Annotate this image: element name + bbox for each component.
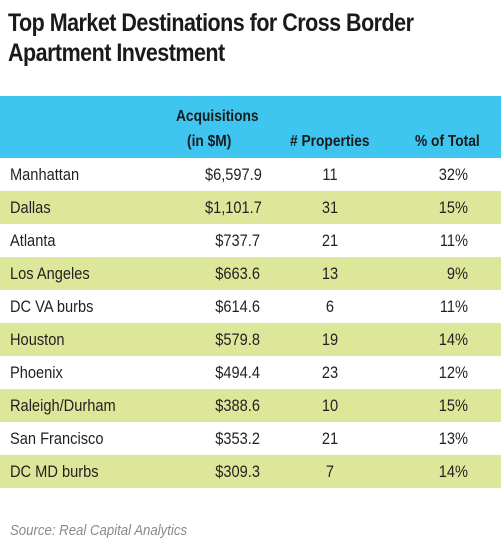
percent-cell: 15% [438,396,468,415]
header-acquisitions-unit: (in $M) [187,133,232,150]
table-row: Raleigh/Durham $388.6 10 15% [0,389,501,422]
properties-cell: 31 [321,198,339,217]
properties-cell: 13 [321,264,339,283]
acquisitions-cell: $388.6 [215,396,260,415]
table-body: Manhattan $6,597.9 11 32% Dallas $1,101.7 31 15… [0,158,501,488]
table-row: San Francisco $353.2 21 13% [0,422,501,455]
market-cell: San Francisco [10,429,104,448]
market-cell: Houston [10,330,65,349]
market-cell: Los Angeles [10,264,90,283]
acquisitions-cell: $614.6 [215,297,260,316]
chart-title: Top Market Destinations for Cross Border… [8,8,490,68]
properties-cell: 11 [322,165,338,184]
properties-cell: 21 [321,429,339,448]
acquisitions-cell: $579.8 [215,330,260,349]
header-acquisitions: Acquisitions [176,108,259,125]
table-row: Manhattan $6,597.9 11 32% [0,158,501,191]
market-cell: Dallas [10,198,51,217]
header-percent: % of Total [415,133,480,150]
market-cell: Manhattan [10,165,80,184]
table-header: Acquisitions (in $M) # Properties % of T… [0,96,501,158]
properties-cell: 10 [321,396,339,415]
table-row: DC VA burbs $614.6 6 11% [0,290,501,323]
percent-cell: 32% [438,165,468,184]
header-properties: # Properties [290,133,370,150]
percent-cell: 13% [438,429,468,448]
title-line-1: Top Market Destinations for Cross Border [8,9,414,37]
acquisitions-cell: $1,101.7 [204,198,262,217]
acquisitions-cell: $353.2 [215,429,260,448]
acquisitions-cell: $737.7 [215,231,260,250]
table-row: DC MD burbs $309.3 7 14% [0,455,501,488]
market-cell: Atlanta [10,231,56,250]
acquisitions-cell: $6,597.9 [204,165,262,184]
percent-cell: 11% [439,231,468,250]
acquisitions-cell: $309.3 [215,462,260,481]
table-row: Dallas $1,101.7 31 15% [0,191,501,224]
acquisitions-cell: $663.6 [215,264,260,283]
data-table: Acquisitions (in $M) # Properties % of T… [0,96,501,488]
acquisitions-cell: $494.4 [215,363,260,382]
percent-cell: 11% [439,297,468,316]
table-row: Los Angeles $663.6 13 9% [0,257,501,290]
table-row: Houston $579.8 19 14% [0,323,501,356]
percent-cell: 12% [438,363,468,382]
percent-cell: 14% [438,462,468,481]
properties-cell: 6 [325,297,335,316]
source-note: Source: Real Capital Analytics [10,522,188,539]
properties-cell: 7 [325,462,335,481]
properties-cell: 23 [321,363,339,382]
market-cell: Phoenix [10,363,63,382]
table-row: Phoenix $494.4 23 12% [0,356,501,389]
properties-cell: 19 [321,330,339,349]
table-row: Atlanta $737.7 21 11% [0,224,501,257]
properties-cell: 21 [321,231,339,250]
market-cell: DC MD burbs [10,462,99,481]
market-cell: DC VA burbs [10,297,94,316]
percent-cell: 14% [438,330,468,349]
market-cell: Raleigh/Durham [10,396,116,415]
title-line-2: Apartment Investment [8,39,225,67]
percent-cell: 9% [446,264,468,283]
percent-cell: 15% [438,198,468,217]
